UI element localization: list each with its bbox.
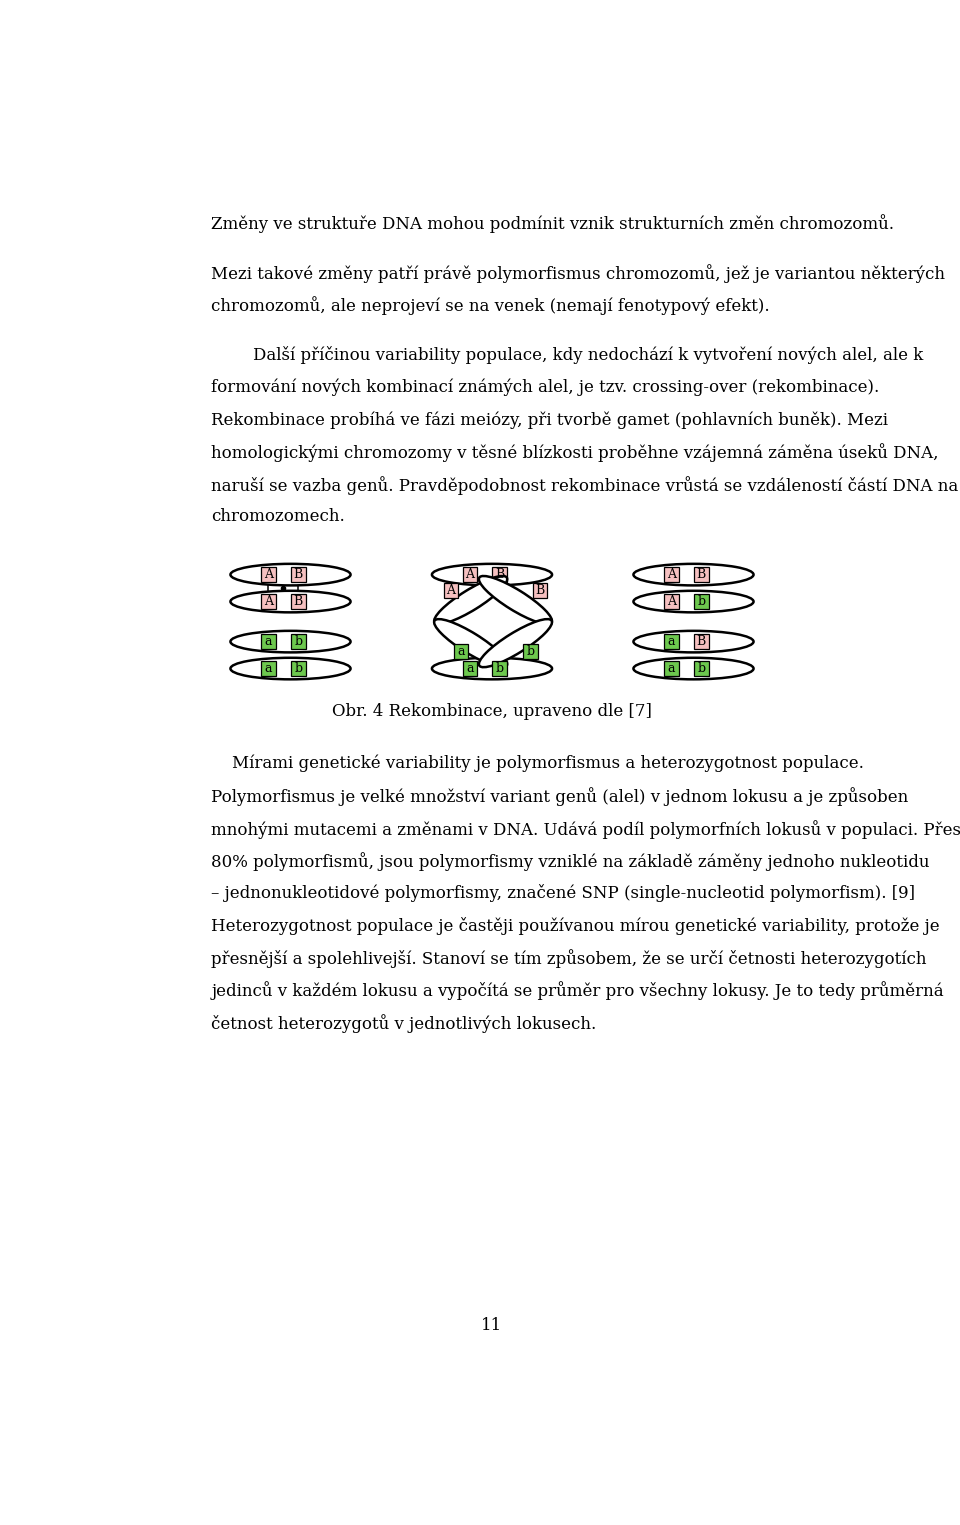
Text: chromozomech.: chromozomech. (211, 508, 346, 525)
Text: A: A (446, 584, 455, 598)
Text: Obr. 4 Rekombinace, upraveno dle [7]: Obr. 4 Rekombinace, upraveno dle [7] (332, 703, 652, 720)
Bar (261, 660, 276, 676)
Ellipse shape (479, 619, 552, 668)
Text: a: a (467, 662, 473, 676)
Bar (463, 567, 477, 583)
Text: b: b (294, 634, 302, 648)
Ellipse shape (432, 657, 552, 679)
Text: přesnější a spolehlivejší. Stanoví se tím způsobem, že se určí četnosti heterozy: přesnější a spolehlivejší. Stanoví se tí… (211, 949, 927, 968)
Text: B: B (697, 569, 706, 581)
Bar (261, 567, 276, 583)
Text: 80% polymorfismů, jsou polymorfismy vzniklé na základě záměny jednoho nukleotidu: 80% polymorfismů, jsou polymorfismy vzni… (211, 852, 930, 871)
Text: – jednonukleotidové polymorfismy, značené SNP (single-nucleotid polymorfism). [9: – jednonukleotidové polymorfismy, značen… (211, 884, 916, 903)
Bar (694, 567, 708, 583)
Text: A: A (264, 569, 273, 581)
Bar (291, 660, 305, 676)
Ellipse shape (230, 657, 350, 679)
Bar (664, 593, 679, 610)
Text: B: B (294, 595, 302, 608)
Text: A: A (264, 595, 273, 608)
Bar (291, 593, 305, 610)
Text: a: a (667, 634, 675, 648)
Bar (463, 660, 477, 676)
Text: B: B (697, 634, 706, 648)
Bar (523, 644, 539, 659)
Bar (454, 644, 468, 659)
Bar (291, 567, 305, 583)
Text: mnohými mutacemi a změnami v DNA. Udává podíl polymorfních lokusů v populaci. Př: mnohými mutacemi a změnami v DNA. Udává … (211, 819, 960, 839)
Text: a: a (667, 662, 675, 676)
Text: 11: 11 (481, 1318, 503, 1334)
Text: četnost heterozygotů v jednotlivých lokusech.: četnost heterozygotů v jednotlivých loku… (211, 1014, 597, 1032)
Ellipse shape (432, 564, 552, 586)
Text: Mezi takové změny patří právě polymorfismus chromozomů, jež je variantou některý: Mezi takové změny patří právě polymorfis… (211, 264, 946, 282)
Bar (444, 583, 458, 598)
Text: B: B (536, 584, 544, 598)
Text: B: B (294, 569, 302, 581)
Text: a: a (265, 634, 273, 648)
Text: b: b (527, 645, 535, 659)
Ellipse shape (230, 590, 350, 613)
Bar (492, 567, 507, 583)
Bar (291, 634, 305, 650)
Ellipse shape (230, 631, 350, 653)
Text: chromozomů, ale neprojeví se na venek (nemají fenotypový efekt).: chromozomů, ale neprojeví se na venek (n… (211, 296, 770, 316)
Text: A: A (667, 595, 676, 608)
Text: naruší se vazba genů. Pravděpodobnost rekombinace vrůstá se vzdáleností částí DN: naruší se vazba genů. Pravděpodobnost re… (211, 476, 959, 494)
Bar (261, 593, 276, 610)
Text: Mírami genetické variability je polymorfismus a heterozygotnost populace.: Mírami genetické variability je polymorf… (211, 755, 864, 773)
Ellipse shape (230, 564, 350, 586)
Text: Heterozygotnost populace je častěji používanou mírou genetické variability, prot: Heterozygotnost populace je častěji použ… (211, 917, 940, 935)
Text: b: b (294, 662, 302, 676)
Text: Rekombinace probíhá ve fázi meiózy, při tvorbě gamet (pohlavních buněk). Mezi: Rekombinace probíhá ve fázi meiózy, při … (211, 412, 888, 429)
Text: a: a (265, 662, 273, 676)
Text: A: A (466, 569, 474, 581)
Bar (664, 567, 679, 583)
Text: b: b (697, 595, 706, 608)
Ellipse shape (634, 631, 754, 653)
Text: Polymorfismus je velké množství variant genů (alel) v jednom lokusu a je způsobe: Polymorfismus je velké množství variant … (211, 787, 909, 807)
Text: jedinců v každém lokusu a vypočítá se průměr pro všechny lokusy. Je to tedy prům: jedinců v každém lokusu a vypočítá se pr… (211, 981, 944, 1000)
Bar (533, 583, 547, 598)
Bar (694, 634, 708, 650)
Bar (664, 660, 679, 676)
Text: b: b (495, 662, 504, 676)
Text: B: B (495, 569, 504, 581)
Bar (492, 660, 507, 676)
Text: Změny ve struktuře DNA mohou podmínit vznik strukturních změn chromozomů.: Změny ve struktuře DNA mohou podmínit vz… (211, 214, 895, 233)
Bar (261, 634, 276, 650)
Text: b: b (697, 662, 706, 676)
Text: A: A (667, 569, 676, 581)
Text: Další příčinou variability populace, kdy nedochází k vytvoření nových alel, ale : Další příčinou variability populace, kdy… (211, 346, 924, 364)
Text: formování nových kombinací známých alel, je tzv. crossing-over (rekombinace).: formování nových kombinací známých alel,… (211, 378, 879, 396)
Text: homologickými chromozomy v těsné blízkosti proběhne vzájemná záměna úseků DNA,: homologickými chromozomy v těsné blízkos… (211, 444, 939, 462)
Ellipse shape (634, 564, 754, 586)
Text: a: a (457, 645, 465, 659)
Bar (694, 593, 708, 610)
Ellipse shape (634, 590, 754, 613)
Ellipse shape (434, 576, 507, 624)
Ellipse shape (479, 576, 552, 624)
Ellipse shape (434, 619, 507, 668)
Ellipse shape (634, 657, 754, 679)
Bar (664, 634, 679, 650)
Bar (694, 660, 708, 676)
